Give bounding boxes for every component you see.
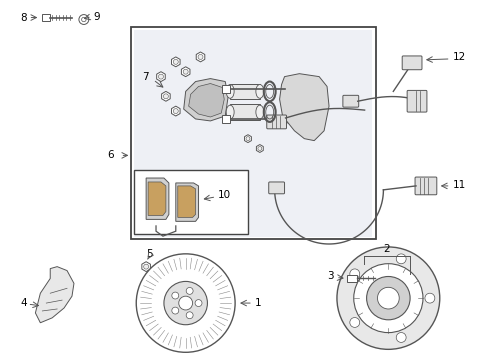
Text: 12: 12 (453, 52, 466, 62)
Bar (222, 85, 230, 93)
Polygon shape (245, 135, 251, 143)
Polygon shape (178, 186, 196, 217)
FancyBboxPatch shape (415, 177, 437, 195)
Circle shape (164, 282, 207, 325)
Text: 7: 7 (143, 72, 149, 82)
FancyBboxPatch shape (407, 90, 427, 112)
Text: 6: 6 (107, 150, 114, 161)
Circle shape (183, 69, 188, 74)
Circle shape (287, 87, 292, 92)
Polygon shape (189, 84, 224, 117)
Circle shape (198, 54, 203, 59)
Bar (134, 170, 248, 234)
Text: 8: 8 (21, 13, 27, 23)
Polygon shape (176, 183, 198, 221)
Circle shape (354, 264, 423, 333)
Circle shape (186, 287, 193, 294)
Circle shape (367, 276, 410, 320)
Circle shape (82, 17, 86, 22)
Bar (42, 14, 50, 22)
Bar (230, 84, 260, 99)
Polygon shape (35, 267, 74, 323)
Circle shape (377, 287, 399, 309)
Polygon shape (181, 67, 190, 77)
Circle shape (258, 147, 262, 150)
Polygon shape (285, 114, 294, 124)
Circle shape (173, 109, 178, 113)
Text: 11: 11 (453, 180, 466, 190)
Text: 4: 4 (21, 298, 27, 308)
Circle shape (172, 292, 179, 299)
Circle shape (144, 264, 148, 269)
FancyBboxPatch shape (343, 95, 359, 107)
Ellipse shape (256, 105, 264, 119)
Text: 10: 10 (219, 190, 231, 200)
Circle shape (396, 333, 406, 342)
Bar (134, 30, 371, 237)
Polygon shape (196, 52, 205, 62)
Bar (131, 27, 375, 239)
Circle shape (396, 254, 406, 264)
Polygon shape (148, 182, 166, 215)
Polygon shape (142, 262, 150, 271)
Circle shape (164, 94, 169, 99)
Circle shape (186, 312, 193, 319)
Bar (222, 115, 230, 123)
Circle shape (350, 269, 360, 279)
Polygon shape (157, 72, 165, 82)
FancyBboxPatch shape (402, 56, 422, 70)
Circle shape (179, 296, 193, 310)
Circle shape (158, 74, 164, 79)
Ellipse shape (256, 85, 264, 98)
Circle shape (425, 293, 435, 303)
Ellipse shape (226, 85, 234, 98)
Circle shape (79, 15, 89, 24)
Circle shape (195, 300, 202, 306)
Ellipse shape (226, 105, 234, 119)
Bar (347, 275, 357, 282)
Polygon shape (280, 74, 329, 141)
Circle shape (172, 307, 179, 314)
Polygon shape (146, 178, 169, 219)
Text: 2: 2 (383, 244, 390, 254)
Circle shape (136, 254, 235, 352)
Polygon shape (285, 85, 294, 94)
Circle shape (337, 247, 440, 349)
Text: 5: 5 (146, 249, 152, 259)
Circle shape (246, 137, 250, 141)
Polygon shape (172, 106, 180, 116)
Polygon shape (172, 57, 180, 67)
Polygon shape (162, 91, 170, 101)
Bar (230, 104, 260, 120)
Circle shape (350, 318, 360, 327)
Polygon shape (256, 145, 263, 152)
Circle shape (287, 117, 292, 121)
Polygon shape (184, 78, 228, 121)
Text: 1: 1 (255, 298, 262, 308)
Text: 3: 3 (327, 271, 334, 282)
FancyBboxPatch shape (269, 182, 285, 194)
Circle shape (173, 59, 178, 64)
FancyBboxPatch shape (267, 115, 287, 129)
Text: 9: 9 (94, 12, 100, 22)
